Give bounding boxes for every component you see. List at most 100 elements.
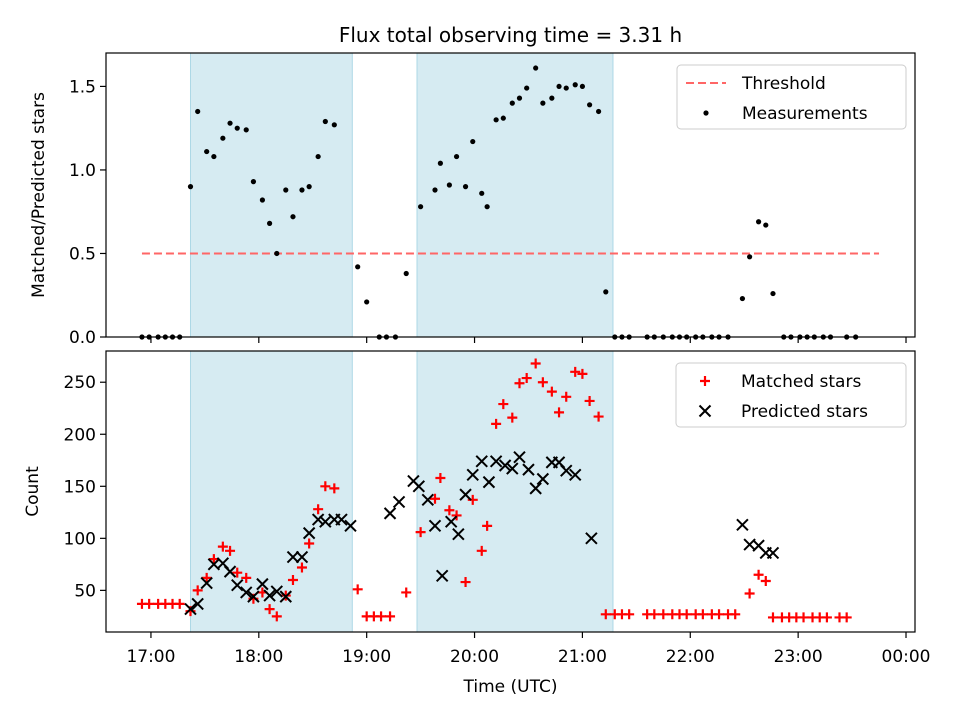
data-point-matched (232, 567, 243, 578)
data-point-matched (451, 510, 462, 521)
bottom-panel: 50 100 150 200 250 17:00 18:00 19:00 20:00 21:00 2… (23, 350, 931, 667)
data-point (563, 85, 569, 91)
y-tick-label: 150 (64, 477, 96, 497)
data-point-matched (521, 373, 532, 384)
plot-frame (105, 52, 916, 338)
data-point-matched (760, 576, 771, 587)
data-point-matched (429, 493, 440, 504)
data-point (509, 100, 515, 106)
data-point (500, 115, 506, 121)
data-point (299, 187, 305, 193)
data-point-predicted (522, 463, 535, 476)
legend-label: Threshold (741, 74, 826, 94)
data-point-predicted (444, 515, 458, 528)
data-point-predicted (231, 578, 244, 592)
data-point (516, 95, 523, 101)
data-point (243, 127, 249, 133)
data-point-matched (385, 611, 396, 622)
legend-label: Predicted stars (741, 402, 868, 422)
data-point-matched (570, 366, 581, 377)
data-point (403, 270, 409, 277)
data-point (763, 222, 769, 228)
data-point-predicted (536, 472, 550, 486)
x-axis-title: Time (UTC) (463, 677, 558, 697)
data-point-matched (600, 609, 611, 620)
chart-title: Flux total observing time = 3.31 h (339, 23, 682, 47)
data-point-predicted (489, 455, 503, 468)
data-point-matched (767, 612, 778, 623)
data-point-matched (444, 505, 455, 516)
data-point (355, 264, 361, 270)
data-point-matched (514, 378, 525, 389)
data-point-predicted (428, 519, 442, 533)
y-tick-label: 100 (64, 529, 96, 549)
data-point (322, 118, 328, 125)
data-point-matched (296, 562, 307, 573)
y-axis-title: Matched/Predicted stars (29, 92, 49, 298)
y-tick-label: 0.0 (69, 328, 96, 348)
data-point (595, 108, 602, 115)
data-point-matched (584, 395, 595, 406)
data-point (770, 290, 776, 297)
data-point-matched (546, 386, 557, 397)
data-point (446, 182, 452, 188)
data-point (437, 160, 443, 166)
data-point-matched (435, 472, 446, 483)
legend: Matched stars Predicted stars (675, 362, 907, 428)
data-point-predicted (286, 550, 300, 564)
data-point-matched (577, 368, 588, 379)
data-point (587, 102, 593, 108)
data-point (250, 179, 257, 185)
data-point-predicted (302, 526, 316, 540)
data-point-predicted (270, 585, 283, 598)
data-point-matched (753, 569, 764, 580)
data-point-matched (593, 411, 604, 422)
data-point (204, 148, 210, 155)
data-point-matched (561, 391, 572, 402)
shaded-interval (189, 52, 353, 338)
legend-box (675, 362, 907, 428)
data-point-matched (271, 611, 282, 622)
data-point-predicted (223, 565, 237, 578)
data-point (432, 187, 438, 193)
data-point-matched (507, 412, 518, 423)
y-axis-title: Count (23, 466, 43, 517)
data-point-matched (241, 572, 252, 583)
data-point-matched (841, 612, 852, 623)
x-tick-label: 00:00 (882, 647, 931, 667)
data-point-matched (208, 554, 219, 565)
data-point (540, 100, 546, 106)
data-point-predicted (295, 550, 309, 564)
data-point-matched (304, 538, 315, 549)
data-point-predicted (311, 513, 325, 526)
data-point-predicted (279, 590, 292, 603)
data-point-predicted (513, 450, 526, 464)
data-point-predicted (560, 464, 573, 477)
data-point-predicted (585, 532, 598, 545)
data-point-matched (144, 598, 155, 609)
data-point-predicted (435, 569, 449, 583)
data-point (274, 250, 280, 257)
x-tick-label: 19:00 (342, 647, 391, 667)
data-point (290, 214, 296, 220)
y-tick-label: 1.5 (69, 77, 96, 97)
data-point-matched (476, 545, 487, 556)
data-point (283, 187, 289, 193)
legend-marker (700, 376, 710, 386)
x-tick-label: 17:00 (126, 647, 175, 667)
plot-frame (105, 350, 916, 633)
data-point-predicted (247, 590, 260, 603)
data-point-predicted (256, 577, 269, 591)
data-point-matched (491, 418, 502, 429)
x-tick-label: 22:00 (666, 647, 715, 667)
data-point (306, 184, 312, 190)
data-point (453, 153, 460, 160)
data-point-matched (313, 504, 324, 515)
data-point-matched (201, 572, 212, 583)
data-point-matched (401, 587, 412, 598)
legend-label: Measurements (742, 104, 868, 124)
data-point-matched (225, 545, 236, 556)
data-point-matched (744, 588, 755, 599)
data-point-matched (498, 399, 509, 410)
